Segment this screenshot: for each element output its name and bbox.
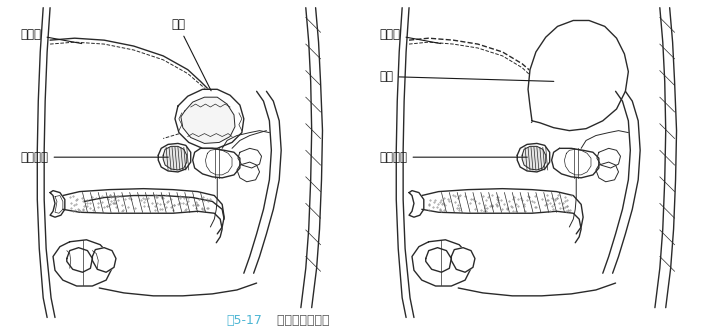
Polygon shape (92, 248, 116, 272)
Polygon shape (50, 191, 65, 217)
Text: 图5-17: 图5-17 (226, 314, 262, 327)
Polygon shape (451, 248, 475, 272)
Polygon shape (193, 148, 240, 178)
Polygon shape (67, 248, 92, 272)
Text: 壁腹膜: 壁腹膜 (20, 28, 82, 44)
Polygon shape (522, 146, 546, 170)
Polygon shape (426, 248, 451, 272)
Polygon shape (163, 146, 187, 170)
Polygon shape (175, 89, 244, 148)
Polygon shape (596, 162, 619, 182)
Polygon shape (63, 188, 224, 234)
Polygon shape (181, 97, 235, 143)
Text: 耻骨联合: 耻骨联合 (20, 151, 168, 164)
Polygon shape (412, 240, 471, 286)
Polygon shape (528, 20, 629, 131)
Polygon shape (53, 240, 112, 286)
Polygon shape (238, 148, 261, 168)
Polygon shape (422, 188, 583, 234)
Polygon shape (597, 148, 620, 168)
Text: 耻骨联合: 耻骨联合 (379, 151, 527, 164)
Polygon shape (237, 162, 260, 182)
Polygon shape (409, 191, 424, 217)
Polygon shape (552, 148, 599, 178)
Text: 膀胱的位置变化: 膀胱的位置变化 (269, 314, 329, 327)
Polygon shape (158, 143, 191, 172)
Text: 壁腹膜: 壁腹膜 (379, 28, 441, 44)
Polygon shape (517, 143, 550, 172)
Text: 膀胱: 膀胱 (379, 70, 554, 83)
Text: 膀胱: 膀胱 (171, 18, 211, 91)
